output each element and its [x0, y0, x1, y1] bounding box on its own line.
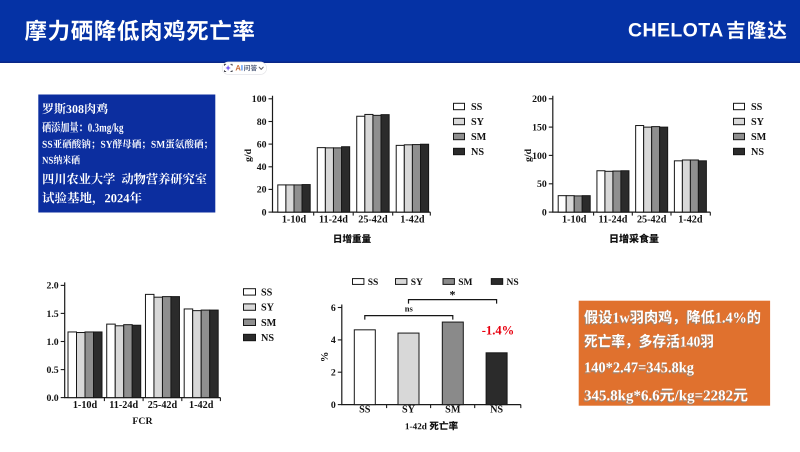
svg-text:1.0: 1.0	[46, 337, 58, 348]
svg-text:150: 150	[532, 122, 547, 133]
svg-text:1.5: 1.5	[46, 309, 58, 320]
svg-text:SS: SS	[261, 288, 273, 299]
svg-text:SY: SY	[751, 117, 765, 128]
svg-text:ns: ns	[405, 304, 414, 314]
svg-text:SM: SM	[261, 318, 277, 329]
svg-text:SS: SS	[368, 278, 379, 288]
svg-text:0.0: 0.0	[46, 393, 58, 404]
svg-text:2: 2	[331, 368, 336, 379]
svg-text:1-42d: 1-42d	[189, 400, 214, 411]
svg-text:SM: SM	[751, 132, 767, 143]
svg-text:100: 100	[252, 94, 267, 105]
svg-text:0: 0	[331, 400, 336, 411]
svg-text:%: %	[320, 352, 331, 363]
svg-text:20: 20	[257, 185, 267, 196]
svg-text:6: 6	[331, 303, 336, 314]
svg-text:0: 0	[542, 207, 547, 218]
svg-text:*: *	[450, 287, 456, 301]
svg-text:1-10d: 1-10d	[562, 215, 587, 226]
svg-text:NS: NS	[507, 278, 519, 288]
svg-text:4: 4	[331, 335, 336, 346]
svg-text:100: 100	[532, 151, 547, 162]
svg-text:NS: NS	[471, 147, 484, 158]
svg-text:1-42d: 1-42d	[678, 215, 703, 226]
svg-text:25-42d: 25-42d	[637, 215, 667, 226]
svg-text:SY: SY	[411, 278, 423, 288]
svg-text:CHELOTA: CHELOTA	[628, 20, 724, 42]
svg-text:200: 200	[532, 94, 547, 105]
svg-text:NS: NS	[751, 147, 764, 158]
svg-text:0.5: 0.5	[46, 365, 58, 376]
svg-text:SS: SS	[471, 102, 483, 113]
svg-text:60: 60	[257, 139, 267, 150]
svg-text:SS: SS	[359, 405, 371, 416]
svg-text:SM: SM	[458, 278, 472, 288]
svg-text:SY: SY	[471, 117, 485, 128]
svg-text:SM: SM	[471, 132, 487, 143]
svg-text:0: 0	[262, 207, 267, 218]
svg-text:80: 80	[257, 117, 267, 128]
svg-text:NS: NS	[490, 405, 503, 416]
svg-text:SY: SY	[402, 405, 416, 416]
svg-text:50: 50	[537, 179, 547, 190]
svg-text:NS: NS	[261, 333, 274, 344]
svg-text:SY: SY	[261, 303, 275, 314]
svg-text:SS: SS	[751, 102, 763, 113]
svg-text:1-10d: 1-10d	[282, 215, 307, 226]
svg-text:40: 40	[257, 162, 267, 173]
svg-text:FCR: FCR	[132, 416, 153, 427]
svg-text:11-24d: 11-24d	[319, 215, 348, 226]
svg-text:11-24d: 11-24d	[598, 215, 627, 226]
svg-text:g/d: g/d	[243, 148, 254, 162]
svg-text:11-24d: 11-24d	[109, 400, 138, 411]
svg-text:25-42d: 25-42d	[358, 215, 388, 226]
svg-text:1-10d: 1-10d	[73, 400, 98, 411]
svg-text:-1.4%: -1.4%	[482, 323, 515, 337]
svg-text:SM: SM	[445, 405, 461, 416]
svg-text:1-42d: 1-42d	[400, 215, 425, 226]
svg-text:2.0: 2.0	[46, 281, 58, 292]
svg-text:25-42d: 25-42d	[148, 400, 178, 411]
svg-text:g/d: g/d	[523, 148, 534, 162]
